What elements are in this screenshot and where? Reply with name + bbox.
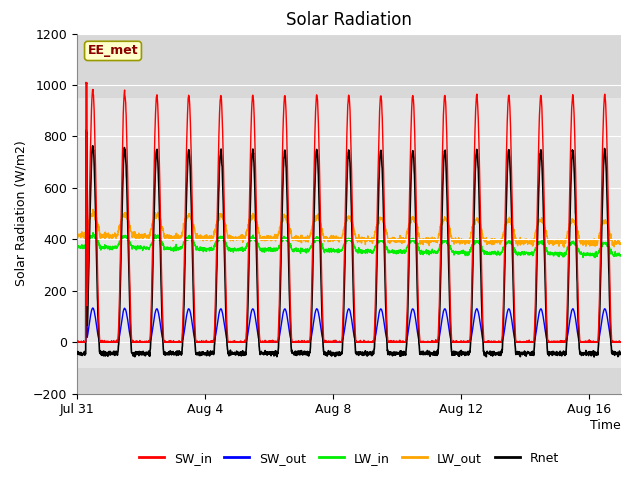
Y-axis label: Solar Radiation (W/m2): Solar Radiation (W/m2)	[14, 141, 27, 287]
SW_in	[191, 313, 198, 319]
Rnet	[617, 350, 625, 356]
LW_in	[237, 247, 244, 253]
Line: Rnet: Rnet	[77, 130, 621, 357]
Bar	[77, 98, 621, 368]
LW_out	[73, 235, 81, 241]
SW_out	[73, 339, 81, 345]
LW_out	[89, 206, 97, 212]
SW_in	[617, 339, 625, 345]
Line: SW_in: SW_in	[77, 83, 621, 342]
SW_out	[82, 304, 90, 310]
SW_out	[617, 339, 625, 345]
SW_out	[502, 318, 509, 324]
LW_out	[617, 241, 625, 247]
LW_in	[617, 252, 625, 258]
LW_out	[184, 215, 191, 220]
LW_in	[502, 239, 509, 245]
Rnet	[73, 349, 81, 355]
Rnet	[116, 309, 124, 314]
LW_in	[372, 242, 380, 248]
Rnet	[502, 227, 509, 232]
LW_in	[184, 236, 191, 242]
SW_out	[73, 339, 81, 345]
SW_out	[184, 309, 191, 314]
LW_in	[89, 230, 97, 236]
Line: LW_in: LW_in	[77, 233, 621, 258]
Rnet	[191, 327, 198, 333]
SW_out	[191, 336, 198, 342]
SW_in	[73, 339, 81, 345]
SW_in	[372, 260, 380, 265]
Rnet	[83, 127, 90, 133]
SW_out	[116, 331, 124, 336]
Rnet	[237, 351, 244, 357]
LW_in	[591, 255, 599, 261]
SW_in	[502, 178, 509, 184]
Text: EE_met: EE_met	[88, 44, 138, 58]
Rnet	[372, 300, 380, 306]
Line: SW_out: SW_out	[77, 307, 621, 342]
Title: Solar Radiation: Solar Radiation	[286, 11, 412, 29]
Rnet	[590, 354, 598, 360]
SW_out	[372, 328, 380, 334]
LW_out	[191, 227, 198, 232]
SW_out	[237, 339, 244, 345]
Text: Time: Time	[590, 419, 621, 432]
LW_out	[237, 236, 244, 241]
LW_out	[372, 224, 380, 230]
SW_in	[73, 339, 81, 345]
LW_out	[116, 224, 124, 230]
LW_out	[560, 244, 568, 250]
SW_in	[184, 111, 191, 117]
LW_out	[502, 220, 509, 226]
Line: LW_out: LW_out	[77, 209, 621, 247]
SW_in	[116, 275, 124, 280]
SW_in	[237, 338, 244, 344]
LW_in	[191, 242, 198, 248]
LW_in	[73, 245, 81, 251]
SW_in	[82, 80, 90, 85]
LW_in	[116, 240, 124, 245]
Legend: SW_in, SW_out, LW_in, LW_out, Rnet: SW_in, SW_out, LW_in, LW_out, Rnet	[134, 447, 564, 469]
Rnet	[184, 169, 191, 175]
